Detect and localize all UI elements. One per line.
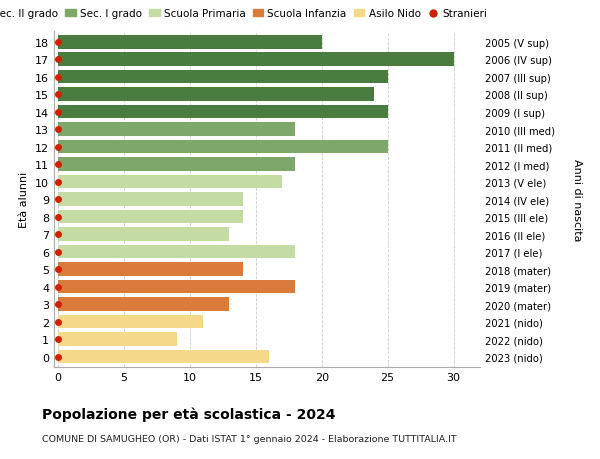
- Bar: [58, 245, 295, 259]
- Bar: [58, 315, 203, 329]
- Bar: [58, 106, 388, 119]
- Bar: [58, 88, 374, 102]
- Bar: [58, 263, 242, 276]
- Bar: [58, 210, 242, 224]
- Bar: [58, 140, 388, 154]
- Y-axis label: Età alunni: Età alunni: [19, 172, 29, 228]
- Bar: [58, 280, 295, 294]
- Bar: [58, 71, 388, 84]
- Bar: [58, 36, 322, 50]
- Bar: [58, 158, 295, 172]
- Bar: [58, 193, 242, 207]
- Bar: [58, 297, 229, 311]
- Text: Popolazione per età scolastica - 2024: Popolazione per età scolastica - 2024: [42, 406, 335, 421]
- Bar: [58, 332, 176, 346]
- Bar: [58, 175, 282, 189]
- Bar: [58, 350, 269, 364]
- Text: COMUNE DI SAMUGHEO (OR) - Dati ISTAT 1° gennaio 2024 - Elaborazione TUTTITALIA.I: COMUNE DI SAMUGHEO (OR) - Dati ISTAT 1° …: [42, 434, 457, 443]
- Bar: [58, 228, 229, 241]
- Bar: [58, 123, 295, 137]
- Legend: Sec. II grado, Sec. I grado, Scuola Primaria, Scuola Infanzia, Asilo Nido, Stran: Sec. II grado, Sec. I grado, Scuola Prim…: [0, 6, 491, 23]
- Bar: [58, 53, 454, 67]
- Y-axis label: Anni di nascita: Anni di nascita: [572, 158, 581, 241]
